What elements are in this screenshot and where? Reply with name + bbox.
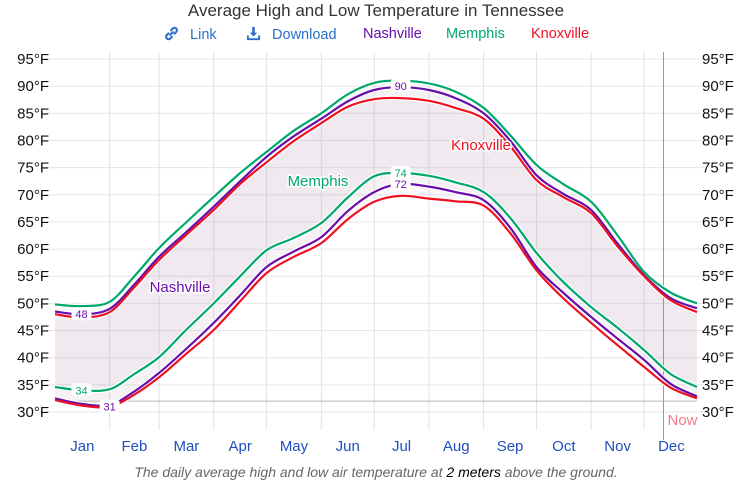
link-icon [164,26,180,43]
line-nashville-low [54,182,698,407]
y-tick-label-right: 75°F [702,160,734,177]
x-tick-label: Sep [497,438,524,455]
y-tick-label-left: 85°F [17,105,49,122]
caption-emphasis: 2 meters [446,464,501,480]
x-tick-label: Oct [552,438,576,455]
download-icon [246,26,262,43]
y-tick-label-right: 55°F [702,268,734,285]
y-tick-label-left: 80°F [17,132,49,149]
x-tick-label: Jul [392,438,411,455]
legend-item-memphis[interactable]: Memphis [446,26,505,42]
annotation-nashville-max-high: 90 [395,81,407,93]
y-tick-label-right: 95°F [702,51,734,68]
y-tick-label-left: 70°F [17,187,49,204]
caption-after: above the ground. [500,464,618,480]
annotation-memphis-max-low: 74 [395,168,407,180]
line-knoxville-low [54,194,698,409]
line-memphis-high [54,79,698,308]
y-tick-label-left: 60°F [17,241,49,258]
y-tick-label-right: 45°F [702,323,734,340]
temperature-bands [55,80,697,408]
annotation-nashville-min-high: 48 [75,309,87,321]
x-tick-label: May [280,438,309,455]
x-tick-label: Feb [121,438,147,455]
annotation-nashville-min-low: 31 [104,402,116,414]
x-tick-label: Nov [604,438,631,455]
legend-item-knoxville[interactable]: Knoxville [531,26,590,42]
annotation-memphis-min-low: 34 [75,385,87,397]
annotation-bg [71,383,92,397]
x-tick-label: Jun [336,438,360,455]
caption-before: The daily average high and low air tempe… [134,464,447,480]
x-tick-label: Mar [173,438,199,455]
annotation-bg [99,399,120,413]
series-label-nashville: Nashville [150,279,211,296]
axes: 30°F 30°F 35°F 35°F 40°F 40°F 45°F 45°F 50°F 50°F… [17,51,734,455]
x-tick-label: Apr [229,438,252,455]
series-label-knoxville: Knoxville [451,137,511,154]
download-button[interactable]: Download [246,26,337,43]
annotations: 48 31 90 72 34 74 Nashville Memphis Knoxville [71,79,513,414]
x-tick-label: Jan [70,438,94,455]
series-label-memphis: Memphis [288,173,349,190]
y-tick-label-right: 65°F [702,214,734,231]
y-tick-label-right: 70°F [702,187,734,204]
y-tick-label-right: 90°F [702,78,734,95]
x-tick-label: Dec [658,438,685,455]
download-label: Download [272,27,337,43]
y-tick-label-left: 55°F [17,268,49,285]
y-tick-label-right: 40°F [702,350,734,367]
y-tick-label-right: 50°F [702,295,734,312]
link-label: Link [190,27,217,43]
chart-title: Average High and Low Temperature in Tenn… [187,1,565,20]
line-memphis-low [54,171,698,392]
chart-toolbar: Link Download Nashville Memphis Knoxvill… [0,26,752,46]
grid [46,52,706,440]
series-lines [54,78,699,410]
annotation-nashville-max-low: 72 [395,179,407,191]
y-tick-label-left: 75°F [17,160,49,177]
annotation-bg [390,166,411,180]
y-tick-label-right: 35°F [702,377,734,394]
annotation-bg [71,307,92,321]
y-tick-label-left: 65°F [17,214,49,231]
band-nashville [55,87,697,406]
chart-caption: The daily average high and low air tempe… [0,464,752,480]
link-button[interactable]: Link [164,26,217,43]
y-tick-label-right: 30°F [702,404,734,421]
chart-plot: 48 31 90 72 34 74 Nashville Memphis Knoxville 30… [17,51,734,455]
y-tick-label-left: 90°F [17,78,49,95]
now-label: Now [667,412,697,429]
y-tick-label-left: 45°F [17,323,49,340]
y-tick-label-left: 95°F [17,51,49,68]
line-knoxville-high [54,96,698,319]
legend-item-nashville[interactable]: Nashville [363,26,422,42]
line-nashville-high [54,86,698,316]
y-tick-label-left: 40°F [17,350,49,367]
y-tick-label-right: 60°F [702,241,734,258]
annotation-bg [390,79,411,93]
y-tick-label-right: 80°F [702,132,734,149]
annotation-bg [390,176,411,190]
x-tick-label: Aug [443,438,470,455]
y-tick-label-right: 85°F [702,105,734,122]
y-tick-label-left: 30°F [17,404,49,421]
y-tick-label-left: 50°F [17,295,49,312]
band-knoxville [55,97,697,408]
y-tick-label-left: 35°F [17,377,49,394]
